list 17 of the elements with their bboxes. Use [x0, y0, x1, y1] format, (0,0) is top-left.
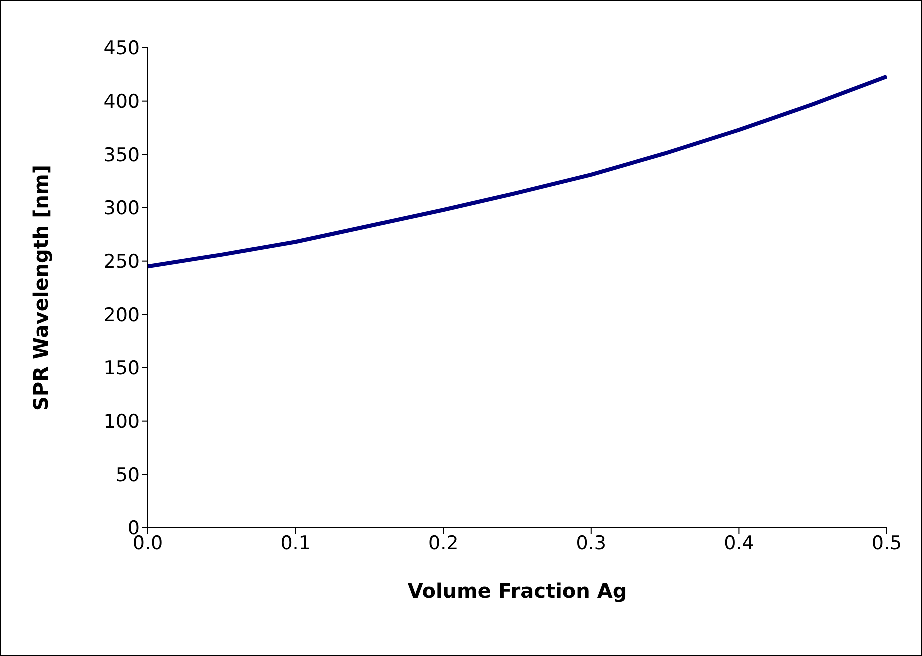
x-axis-title: Volume Fraction Ag [408, 579, 628, 603]
x-tick-label: 0.2 [428, 532, 459, 554]
y-tick-label: 50 [116, 464, 140, 486]
y-tick-label: 300 [104, 198, 140, 220]
line-series [148, 74, 887, 269]
y-tick-label: 450 [104, 38, 140, 60]
x-tick-label: 0.3 [576, 532, 607, 554]
y-tick-label: 200 [104, 304, 140, 326]
x-tick-label: 0.1 [280, 532, 311, 554]
y-tick-label: 100 [104, 411, 140, 434]
x-tick-label: 0.4 [724, 532, 754, 554]
x-tick-label: 0.5 [872, 532, 902, 554]
y-tick-label: 400 [104, 91, 140, 114]
y-axis-title: SPR Wavelength [nm] [29, 165, 54, 411]
y-tick-label: 150 [104, 358, 140, 380]
y-tick-label: 350 [104, 144, 140, 166]
y-tick-label: 250 [104, 251, 140, 274]
